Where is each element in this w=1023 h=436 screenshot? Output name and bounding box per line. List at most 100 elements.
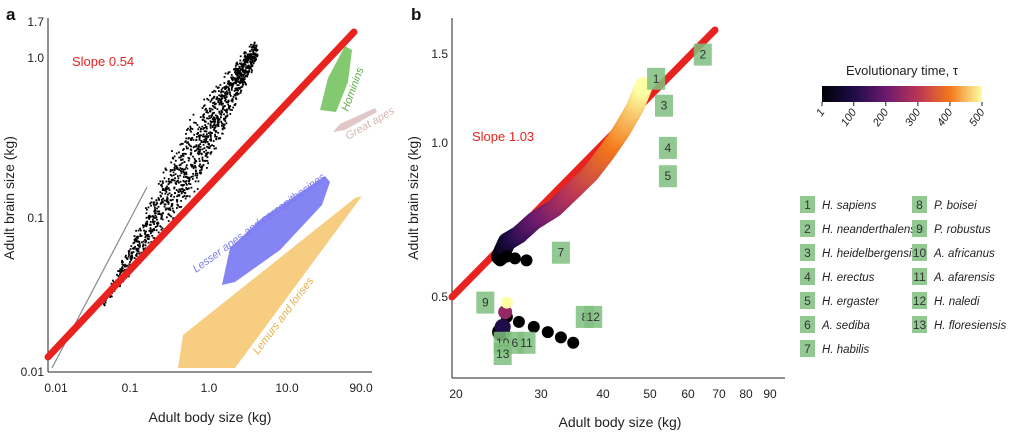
scatter-point	[217, 101, 220, 104]
scatter-point	[139, 235, 142, 237]
scatter-point	[139, 229, 142, 232]
scatter-point	[244, 54, 246, 57]
scatter-point	[234, 97, 237, 100]
colorbar-tick-label: 200	[870, 106, 891, 129]
scatter-point	[244, 69, 246, 72]
scatter-point	[124, 265, 127, 268]
scatter-point	[174, 182, 177, 184]
branch-point	[508, 252, 521, 265]
scatter-point	[133, 235, 136, 237]
scatter-point	[165, 180, 168, 183]
scatter-point	[158, 213, 161, 215]
legend-badge-number: 13	[913, 318, 927, 332]
scatter-point	[226, 115, 228, 118]
hominin-marker: 1	[647, 67, 666, 90]
scatter-point	[160, 213, 162, 216]
scatter-point	[235, 87, 238, 90]
panel-a-ytick: 0.01	[21, 365, 45, 379]
scatter-point	[157, 213, 160, 215]
scatter-point	[239, 77, 242, 80]
hominin-marker-number: 4	[665, 141, 672, 155]
panel-a-letter: a	[6, 5, 16, 24]
scatter-point	[173, 179, 176, 182]
lower-branch-point	[541, 326, 554, 339]
scatter-point	[175, 152, 178, 155]
legend-badge	[912, 292, 927, 309]
scatter-point	[160, 216, 163, 219]
scatter-point	[156, 218, 158, 221]
scatter-point	[167, 187, 170, 189]
scatter-point	[189, 129, 191, 131]
scatter-point	[215, 135, 218, 138]
scatter-point	[162, 189, 165, 191]
scatter-point	[235, 82, 238, 85]
scatter-point	[199, 172, 202, 175]
scatter-point	[253, 42, 256, 45]
scatter-point	[130, 252, 133, 254]
scatter-point	[131, 256, 134, 259]
legend-badge	[912, 220, 927, 237]
scatter-point	[234, 87, 237, 90]
scatter-point	[185, 145, 188, 148]
hominin-marker-number: 5	[665, 169, 672, 183]
scatter-point	[207, 99, 210, 101]
panel-a-xlabel: Adult body size (kg)	[149, 409, 272, 425]
panel-a-ytick: 0.1	[27, 211, 44, 225]
scatter-point	[137, 247, 139, 250]
scatter-point	[185, 173, 188, 175]
scatter-point	[220, 102, 223, 105]
legend-item: 13 H. floresiensis	[912, 316, 1006, 333]
scatter-point	[243, 62, 246, 65]
hominin-marker-box	[476, 291, 495, 314]
scatter-point	[211, 118, 214, 121]
scatter-point	[170, 215, 173, 218]
colorbar-ticks: 1 100 200 300 400 500	[814, 102, 988, 130]
scatter-point	[214, 133, 216, 136]
scatter-point	[155, 203, 157, 206]
scatter-point	[238, 75, 241, 78]
scatter-point	[236, 68, 238, 70]
scatter-point	[188, 144, 191, 147]
scatter-point	[182, 189, 185, 191]
scatter-point	[195, 138, 198, 141]
scatter-point	[145, 216, 148, 219]
scatter-point	[153, 220, 156, 223]
scatter-point	[255, 45, 258, 48]
scatter-point	[197, 132, 199, 134]
legend-badge	[912, 268, 927, 285]
scatter-point	[132, 251, 135, 253]
scatter-point	[185, 166, 188, 169]
scatter-point	[237, 69, 240, 71]
scatter-point	[245, 75, 248, 77]
hominin-marker: 12	[584, 305, 603, 328]
scatter-point	[207, 117, 210, 120]
scatter-point	[238, 88, 241, 90]
scatter-point	[211, 144, 213, 147]
legend-badge-number: 10	[913, 246, 927, 260]
scatter-point	[146, 235, 149, 238]
scatter-point	[164, 192, 167, 195]
scatter-point	[162, 212, 164, 214]
scatter-point	[226, 93, 229, 96]
scatter-point	[176, 195, 178, 198]
scatter-point	[161, 180, 164, 183]
scatter-point	[196, 133, 198, 135]
scatter-point	[210, 139, 212, 142]
scatter-point	[212, 102, 214, 104]
scatter-point	[148, 235, 151, 238]
scatter-point	[168, 192, 171, 195]
panel-b-ytick: 1.0	[431, 136, 448, 150]
scatter-point	[190, 149, 193, 152]
scatter-point	[129, 257, 132, 260]
scatter-point	[169, 207, 171, 210]
scatter-point	[170, 203, 173, 205]
scatter-point	[229, 95, 232, 97]
scatter-point	[151, 228, 154, 231]
scatter-point	[167, 213, 170, 216]
scatter-point	[171, 198, 174, 201]
legend-species-name: A. africanus	[933, 248, 995, 260]
scatter-point	[255, 58, 257, 61]
scatter-point	[206, 167, 208, 169]
scatter-point	[165, 198, 168, 201]
scatter-point	[218, 94, 220, 97]
